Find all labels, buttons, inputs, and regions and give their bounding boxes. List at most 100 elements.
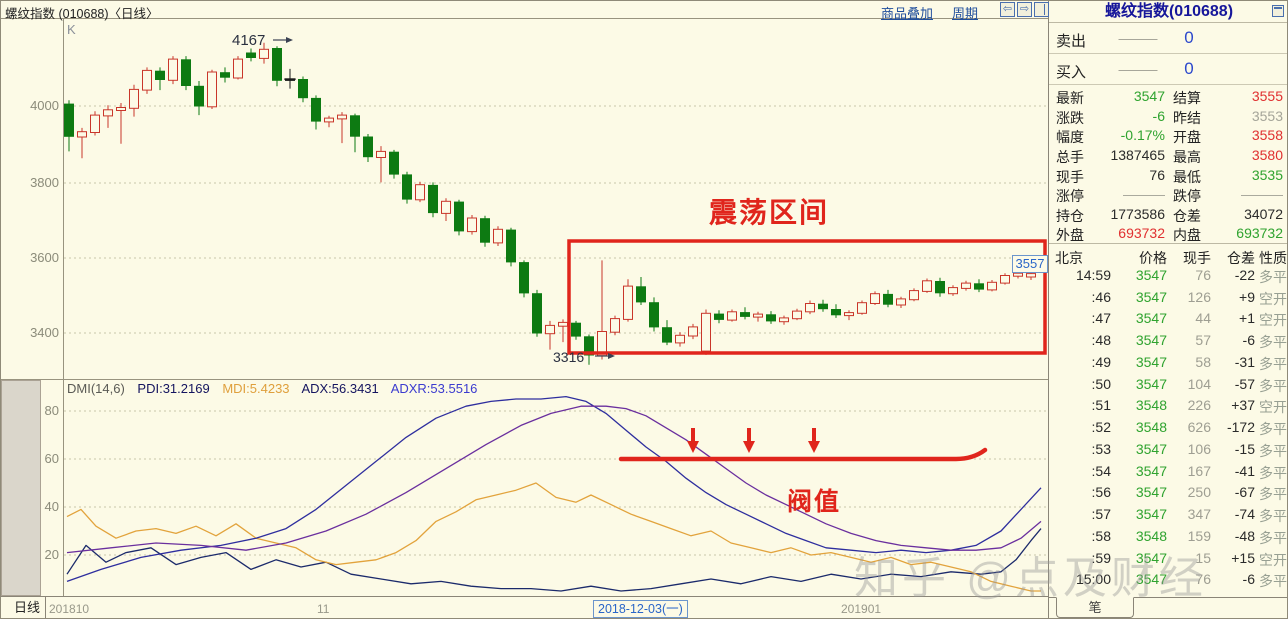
tape-vol-cell: 57 — [1195, 332, 1211, 349]
tape-time-cell: :49 — [1091, 353, 1111, 370]
candlestick — [129, 84, 139, 117]
candlestick — [909, 288, 919, 302]
tape-row: :50 3547 104 -57 多平 — [1049, 375, 1287, 398]
quote-label: 结算 — [1173, 90, 1201, 106]
candlestick — [805, 300, 815, 315]
candlestick — [818, 299, 828, 312]
tape-row: :47 3547 44 +1 空开 — [1049, 310, 1287, 332]
dmi-tick: 60 — [44, 451, 59, 466]
tape-price-cell: 3547 — [1135, 375, 1167, 392]
x-tick-11: 11 — [317, 602, 330, 616]
candlestick — [519, 260, 529, 298]
tape-header-cell: 现手 — [1183, 250, 1211, 266]
tape-vol-cell: 347 — [1187, 506, 1211, 523]
quote-row: 总手 1387465 最高 3580 — [1049, 145, 1287, 165]
tape-type-cell: 多平 — [1259, 442, 1287, 459]
tape-type-cell: 多平 — [1259, 529, 1287, 546]
tape-chg-cell: +37 — [1231, 397, 1255, 414]
ask-row: 卖出 ——— 0 — [1049, 23, 1287, 54]
tape-chg-cell: -48 — [1234, 527, 1255, 544]
candlestick — [870, 291, 880, 305]
candlestick — [558, 319, 568, 343]
tape-type-cell: 空开 — [1259, 312, 1287, 329]
threshold-label: 阀值 — [787, 488, 842, 516]
dmi-line-pdi — [66, 528, 1042, 592]
tape-row: :53 3547 106 -15 多平 — [1049, 440, 1287, 463]
tape-vol-cell: 76 — [1195, 571, 1211, 588]
candlestick — [571, 320, 581, 340]
tape-price-cell: 3547 — [1135, 440, 1167, 457]
quote-label: 总手 — [1056, 148, 1084, 165]
tape-time-cell: :58 — [1091, 527, 1111, 544]
adx-value-label: ADX:56.3431 — [301, 381, 379, 396]
tape-chg-cell: -6 — [1242, 332, 1255, 349]
tape-type-cell: 多平 — [1259, 355, 1287, 372]
tape-header-cell: 性质 — [1259, 250, 1287, 266]
candlestick — [740, 307, 750, 320]
dmi-line-mdi — [66, 482, 1041, 592]
tape-time-cell: :51 — [1091, 397, 1111, 414]
candlestick — [77, 127, 87, 159]
tape-chg-cell: -57 — [1234, 375, 1255, 392]
quote-row: 外盘 693732 内盘 693732 — [1049, 223, 1287, 243]
overlay-link[interactable]: 商品叠加 — [881, 6, 934, 21]
left-arrow-icon: ⇦ — [1002, 3, 1013, 15]
tab-tick-detail[interactable]: 笔 — [1056, 597, 1134, 618]
candlestick — [467, 215, 477, 235]
tape-time-cell: :52 — [1091, 419, 1111, 436]
tape-type-cell: 多平 — [1259, 269, 1287, 285]
tape-time-cell: :46 — [1091, 288, 1111, 305]
x-tick-201901: 201901 — [841, 602, 882, 616]
tape-vol-cell: 250 — [1187, 484, 1211, 501]
tape-price-cell: 3547 — [1135, 353, 1167, 370]
quote-label: 幅度 — [1056, 129, 1084, 146]
period-cell[interactable]: 日线 — [1, 597, 46, 618]
tape-vol-cell: 58 — [1195, 353, 1211, 370]
candlestick — [831, 304, 841, 318]
next-chart-button[interactable]: ⇨ — [1017, 2, 1032, 17]
candlestick — [896, 296, 906, 308]
tape-price-cell: 3547 — [1135, 332, 1167, 349]
tape-time-cell: :56 — [1091, 484, 1111, 501]
tape-price-cell: 3547 — [1135, 267, 1167, 283]
quote-label: 涨跌 — [1056, 109, 1084, 126]
candlestick — [350, 113, 360, 153]
quote-row: 持仓 1773586 仓差 34072 — [1049, 204, 1287, 224]
tape-chg-cell: -67 — [1234, 484, 1255, 501]
dmi-name-label: DMI(14,6) — [67, 381, 125, 396]
tape-chg-cell: -172 — [1226, 419, 1255, 436]
tape-row: 14:59 3547 76 -22 多平 — [1049, 267, 1287, 289]
tape-type-cell: 多平 — [1259, 573, 1287, 590]
dmi-tick: 80 — [44, 403, 59, 418]
cursor-date-tag[interactable]: 2018-12-03(一) — [593, 600, 688, 618]
candlestick — [662, 320, 672, 346]
prev-chart-button[interactable]: ⇦ — [1000, 2, 1015, 17]
tape-time-cell: 14:59 — [1075, 267, 1111, 283]
price-tick: 3800 — [30, 175, 59, 190]
last-price-tag: 3557 — [1012, 255, 1048, 273]
quote-label: 昨结 — [1173, 109, 1201, 126]
candlestick — [103, 105, 113, 128]
dmi-parameter-row: DMI(14,6) PDI:31.2169 MDI:5.4233 ADX:56.… — [67, 381, 486, 396]
price-chart-canvas[interactable] — [1, 1, 1048, 596]
tape-chg-cell: -6 — [1242, 571, 1255, 588]
tape-type-cell: 空开 — [1259, 399, 1287, 416]
ask-price-dash: ——— — [1118, 31, 1158, 46]
period-link[interactable]: 周期 — [952, 6, 979, 21]
quote-panel-title: 螺纹指数(010688) — [1049, 1, 1287, 23]
price-tick: 3400 — [30, 325, 59, 340]
candlestick — [974, 279, 984, 293]
tape-vol-cell: 626 — [1187, 419, 1211, 436]
candlestick — [116, 103, 126, 144]
split-view-button[interactable] — [1034, 2, 1049, 17]
tape-type-cell: 多平 — [1259, 334, 1287, 351]
candlestick — [259, 42, 269, 64]
pdi-value-label: PDI:31.2169 — [137, 381, 210, 396]
candlestick — [194, 81, 204, 116]
tape-row: 15:00 3547 76 -6 多平 — [1049, 571, 1287, 593]
tape-header-cell: 北京 — [1055, 250, 1083, 266]
candlestick — [610, 315, 620, 336]
maximize-panel-icon[interactable] — [1272, 5, 1284, 17]
left-corner-panel — [1, 380, 41, 596]
candlestick — [701, 309, 711, 355]
